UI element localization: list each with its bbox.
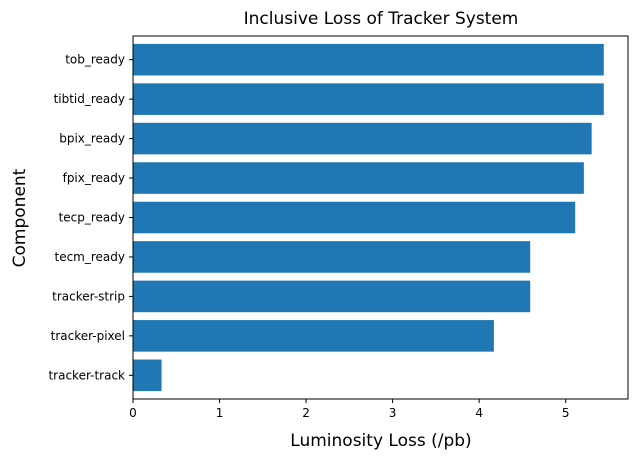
bar-tob_ready [133,43,604,76]
bar-tracker-pixel [133,320,494,352]
y-axis: tracker-track tracker-pixel tracker-strip t… [48,53,133,382]
y-tick-label: tecm_ready [55,250,126,264]
x-tick-label: 5 [562,406,570,420]
x-tick-label: 1 [216,406,224,420]
chart-title: Inclusive Loss of Tracker System [244,9,519,29]
y-tick-label: tracker-pixel [51,329,125,343]
x-tick-label: 4 [475,406,483,420]
x-axis: 0 1 2 3 4 5 [129,399,570,420]
x-axis-label: Luminosity Loss (/pb) [290,431,471,451]
bar-tecp_ready [133,201,576,234]
bar-tracker-track [133,359,162,392]
y-tick-label: tracker-track [48,368,125,382]
x-tick-label: 2 [302,406,310,420]
y-tick-label: tob_ready [65,53,125,67]
bar-tecm_ready [133,241,531,273]
x-tick-label: 3 [389,406,397,420]
bar-tibtid_ready [133,83,604,115]
x-tick-label: 0 [129,406,137,420]
y-tick-label: tibtid_ready [54,92,125,106]
bars-layer [133,43,604,392]
y-tick-label: bpix_ready [59,132,125,146]
y-axis-label: Component [10,168,30,267]
y-tick-label: tracker-strip [52,289,125,303]
bar-tracker-strip [133,280,531,313]
bar-fpix_ready [133,162,584,194]
bar-bpix_ready [133,122,592,155]
y-tick-label: tecp_ready [59,211,125,225]
y-tick-label: fpix_ready [63,171,125,185]
